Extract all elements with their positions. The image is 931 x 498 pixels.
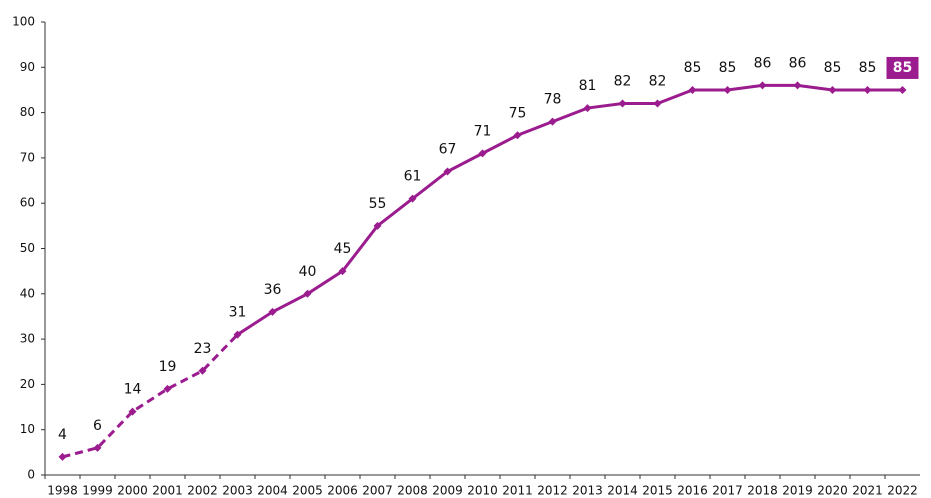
point [653,99,662,108]
data-label: 85 [719,60,737,76]
point [128,407,137,416]
data-label: 19 [159,359,177,375]
data-label: 85 [684,60,702,76]
point [408,194,417,203]
data-label: 4 [58,427,67,443]
x-tick-label: 1999 [82,484,113,498]
data-label: 61 [404,169,422,185]
point [58,452,67,461]
x-tick-label: 2011 [502,484,533,498]
x-tick-label: 2007 [362,484,393,498]
y-tick-label: 30 [20,332,35,346]
y-tick-label: 100 [12,15,35,29]
x-tick-label: 2018 [747,484,778,498]
point [338,267,347,276]
data-label: 85 [824,60,842,76]
x-tick-label: 1998 [47,484,78,498]
point [443,167,452,176]
x-tick-label: 2013 [572,484,603,498]
y-tick-label: 0 [27,468,35,482]
point [793,81,802,90]
data-label: 71 [474,123,492,139]
point [93,443,102,452]
data-label: 78 [544,92,562,108]
x-tick-label: 2017 [712,484,743,498]
y-tick-label: 50 [20,241,35,255]
data-label: 67 [439,141,457,157]
point [863,85,872,94]
data-label: 82 [614,74,632,90]
x-tick-label: 2021 [852,484,883,498]
x-tick-label: 2019 [782,484,813,498]
point [828,85,837,94]
line-dashed [62,333,239,459]
data-label: 55 [369,196,387,212]
x-tick-label: 2022 [887,484,918,498]
point [758,81,767,90]
x-tick-label: 2002 [187,484,218,498]
y-tick-label: 10 [20,422,35,436]
data-label: 85 [893,60,912,76]
x-tick-label: 2004 [257,484,288,498]
data-label: 14 [124,382,142,398]
data-label: 23 [194,341,212,357]
y-tick-label: 20 [20,377,35,391]
x-tick-label: 2009 [432,484,463,498]
data-label: 6 [93,418,102,434]
x-tick-label: 2005 [292,484,323,498]
y-tick-label: 80 [20,105,35,119]
point [198,366,207,375]
point [233,330,242,339]
data-label: 86 [754,55,772,71]
point [583,104,592,113]
x-tick-label: 2015 [642,484,673,498]
data-label: 75 [509,105,527,121]
y-tick-label: 70 [20,150,35,164]
point [548,117,557,126]
data-label: 31 [229,305,247,321]
x-tick-label: 2010 [467,484,498,498]
point [373,221,382,230]
point [618,99,627,108]
x-tick-label: 2001 [152,484,183,498]
point [163,384,172,393]
data-label: 85 [859,60,877,76]
x-tick-label: 2014 [607,484,638,498]
x-tick-label: 2000 [117,484,148,498]
point [303,289,312,298]
x-tick-label: 2003 [222,484,253,498]
data-label: 45 [334,241,352,257]
line [236,83,903,336]
x-tick-label: 2016 [677,484,708,498]
x-tick-label: 2020 [817,484,848,498]
data-label: 36 [264,282,282,298]
y-tick-label: 40 [20,286,35,300]
data-label: 82 [649,74,667,90]
point [268,307,277,316]
x-tick-label: 2008 [397,484,428,498]
point [478,149,487,158]
x-tick-label: 2006 [327,484,358,498]
point [723,85,732,94]
x-tick-label: 2012 [537,484,568,498]
point [898,85,907,94]
highlight-box [886,56,919,79]
data-label: 86 [789,55,807,71]
point [688,85,697,94]
data-label: 81 [579,78,597,94]
y-tick-label: 90 [20,60,35,74]
point [513,131,522,140]
data-label: 40 [299,264,317,280]
y-tick-label: 60 [20,196,35,210]
